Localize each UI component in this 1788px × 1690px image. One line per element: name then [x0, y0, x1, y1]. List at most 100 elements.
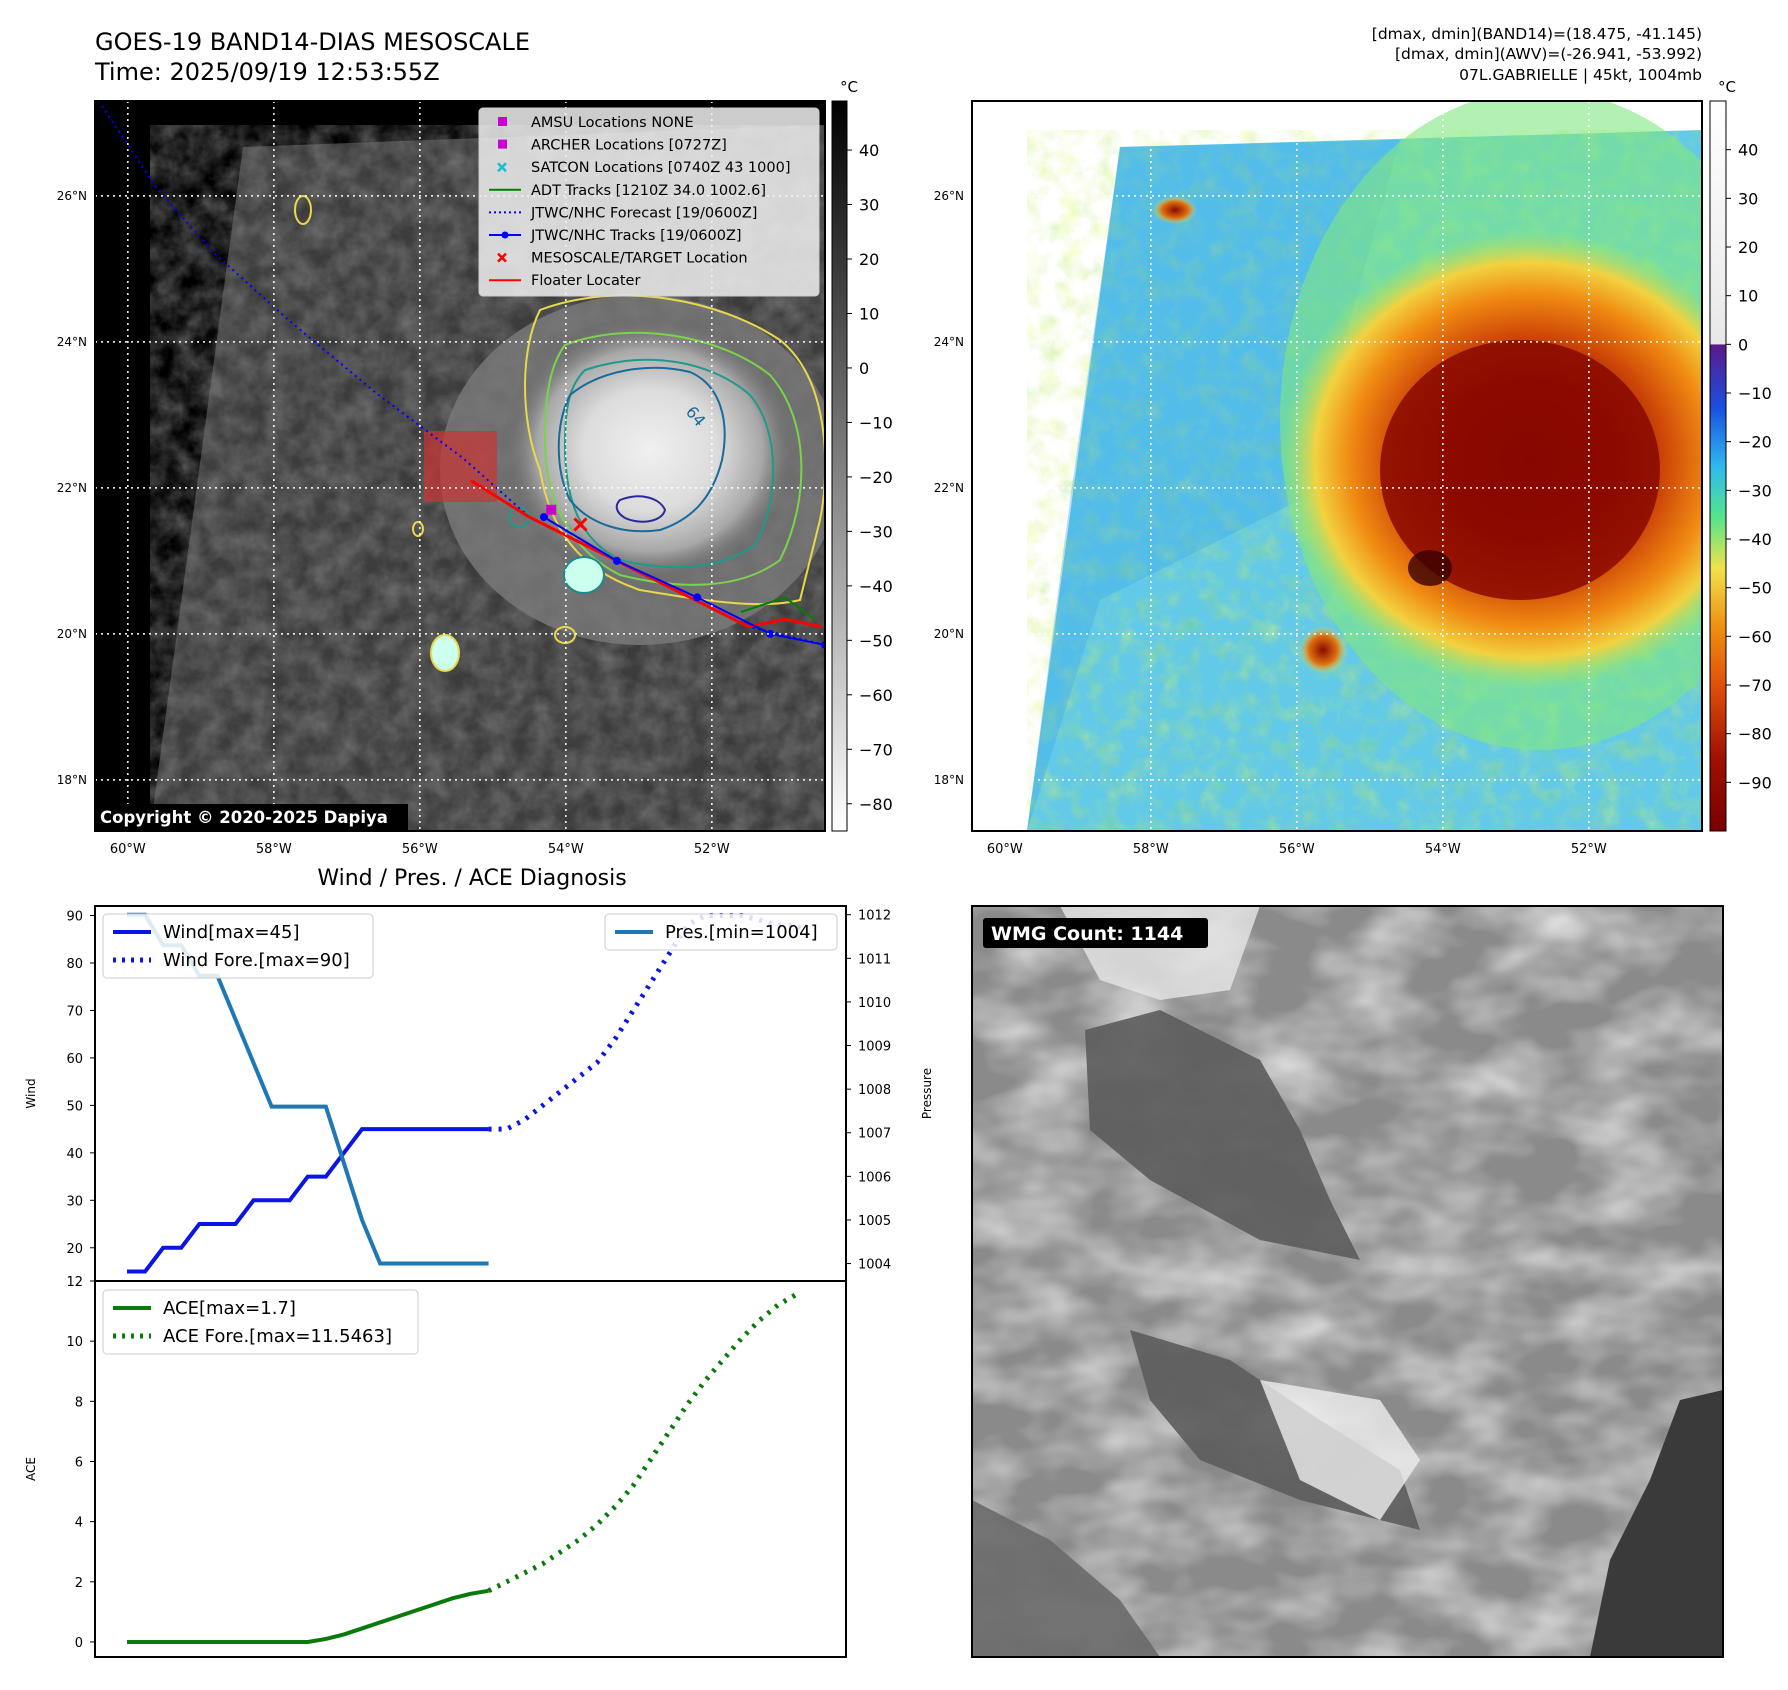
colorbar-tick-label: −60 — [1738, 627, 1772, 646]
colorbar-tick-label: −80 — [859, 795, 893, 814]
y-tick-label: 70 — [66, 1004, 83, 1019]
stats-awv: [dmax, dmin](AWV)=(-26.941, -53.992) — [1395, 45, 1702, 63]
cell-contour-2 — [430, 634, 460, 672]
jtwc-track-point — [612, 556, 621, 565]
y2-tick-label: 1007 — [858, 1127, 891, 1142]
y2-tick-label: 1004 — [858, 1258, 891, 1273]
legend-label: Floater Locater — [531, 273, 640, 289]
legend-marker — [497, 252, 507, 263]
awv-colorbar: °C 40 30 20 10 0 −10 −20 −30 −40 −50 −60 −70 −80 −90 — [1709, 78, 1772, 832]
lon-tick-label: 60°W — [110, 842, 146, 857]
lat-tick-label: 18°N — [934, 773, 964, 787]
copyright-bg — [94, 804, 408, 830]
stats-band14: [dmax, dmin](BAND14)=(18.475, -41.145) — [1372, 25, 1702, 43]
legend-label: JTWC/NHC Tracks [19/0600Z] — [530, 228, 742, 244]
colorbar-tick-label: −20 — [1738, 433, 1772, 452]
legend-label: ADT Tracks [1210Z 34.0 1002.6] — [531, 183, 766, 199]
lon-tick-label: 52°W — [1571, 842, 1607, 857]
storm-moisture-core — [1380, 340, 1660, 600]
jtwc-track-point — [693, 593, 702, 602]
lon-tick-label: 60°W — [987, 842, 1023, 857]
y-axis-label: ACE — [24, 1457, 38, 1481]
map-frame — [971, 100, 1703, 832]
legend-label: MESOSCALE/TARGET Location — [531, 251, 748, 267]
floater-track — [470, 479, 822, 629]
colorbar-gradient — [1709, 100, 1727, 832]
colorbar-tick-label: −50 — [859, 631, 893, 650]
colorbar-tick-label: 30 — [1738, 189, 1758, 208]
lat-tick-label: 24°N — [57, 335, 87, 349]
y-tick-label: 2 — [75, 1576, 83, 1591]
jtwc-track-point — [766, 629, 775, 638]
diag-title: Wind / Pres. / ACE Diagnosis — [317, 866, 626, 891]
copyright-badge: Copyright © 2020-2025 Dapiya — [94, 804, 408, 830]
jtwc-track-point — [539, 513, 548, 522]
y-tick-label: 80 — [66, 957, 83, 972]
colorbar-tick-label: 40 — [1738, 141, 1758, 160]
lat-tick-label: 22°N — [934, 481, 964, 495]
cold-cell — [1408, 550, 1452, 586]
legend-label: ARCHER Locations [0727Z] — [531, 138, 727, 154]
y-tick-label: 60 — [66, 1052, 83, 1067]
y2-tick-label: 1012 — [858, 909, 891, 924]
y-tick-label: 6 — [75, 1455, 83, 1470]
cell-contour-5 — [412, 521, 424, 537]
dark-band-4 — [1590, 1390, 1723, 1657]
series-line — [127, 1588, 489, 1644]
colorbar-tick-label: −80 — [1738, 725, 1772, 744]
y2-tick-label: 1005 — [858, 1214, 891, 1229]
ace-chart: 0 2 4 6 8 10 12 ACE ACE[max=1.7] ACE Fore.[max=11… — [24, 1275, 847, 1658]
series-line — [127, 1127, 489, 1274]
lat-tick-label: 24°N — [934, 335, 964, 349]
lat-tick-label: 22°N — [57, 481, 87, 495]
map-gridlines — [972, 101, 1702, 831]
lon-tick-label: 58°W — [256, 842, 292, 857]
copyright-text: Copyright © 2020-2025 Dapiya — [100, 808, 388, 827]
lat-tick-label: 26°N — [57, 189, 87, 203]
y-tick-label: 4 — [75, 1516, 83, 1531]
cell-contour-4 — [294, 195, 312, 225]
colorbar-ticks: 40 30 20 10 0 −10 −20 −30 −40 −50 −60 −70 −80 — [847, 141, 893, 814]
colorbar-tick-label: 20 — [1738, 238, 1758, 257]
lat-tick-label: 26°N — [934, 189, 964, 203]
colorbar-tick-label: 30 — [859, 196, 879, 215]
convective-cell-2 — [1153, 196, 1197, 224]
y-tick-label: 12 — [66, 1275, 83, 1290]
adt-track — [740, 596, 815, 621]
y-tick-label: 0 — [75, 1636, 83, 1651]
target-marker — [573, 517, 588, 532]
figure-title: GOES-19 BAND14-DIAS MESOSCALE — [95, 28, 530, 56]
colorbar-tick-label: −30 — [859, 522, 893, 541]
y-tick-label: 10 — [66, 1335, 83, 1350]
colorbar-unit: °C — [840, 78, 858, 96]
colorbar-tick-label: −60 — [859, 686, 893, 705]
legend-label: ACE Fore.[max=11.5463] — [163, 1326, 392, 1347]
colorbar-tick-label: −30 — [1738, 481, 1772, 500]
wmg-badge-bg — [983, 918, 1208, 948]
y2-tick-label: 1006 — [858, 1170, 891, 1185]
colorbar-tick-label: 10 — [859, 304, 879, 323]
y-tick-label: 20 — [66, 1242, 83, 1257]
colorbar-ticks: 40 30 20 10 0 −10 −20 −30 −40 −50 −60 −70 −80 −90 — [1726, 141, 1772, 792]
y-tick-label: 90 — [66, 909, 83, 924]
dark-band-3 — [972, 1500, 1160, 1657]
wmg-texture — [972, 906, 1723, 1657]
colorbar-tick-label: −10 — [859, 413, 893, 432]
contour-core — [615, 495, 667, 523]
legend-marker — [501, 231, 509, 239]
y-tick-label: 30 — [66, 1194, 83, 1209]
colorbar-tick-label: −70 — [1738, 676, 1772, 695]
y-tick-label: 40 — [66, 1147, 83, 1162]
legend-marker — [497, 162, 507, 173]
legend-label: AMSU Locations NONE — [531, 115, 694, 131]
legend-label: Pres.[min=1004] — [665, 922, 818, 943]
y2-tick-label: 1008 — [858, 1083, 891, 1098]
lon-tick-label: 54°W — [1425, 842, 1461, 857]
lat-tick-label: 18°N — [57, 773, 87, 787]
legend-box — [604, 913, 838, 951]
wmg-count-label: WMG Count: 1144 — [991, 923, 1183, 945]
contour-green — [543, 331, 803, 586]
cell-contour — [563, 556, 605, 594]
lon-tick-label: 54°W — [548, 842, 584, 857]
